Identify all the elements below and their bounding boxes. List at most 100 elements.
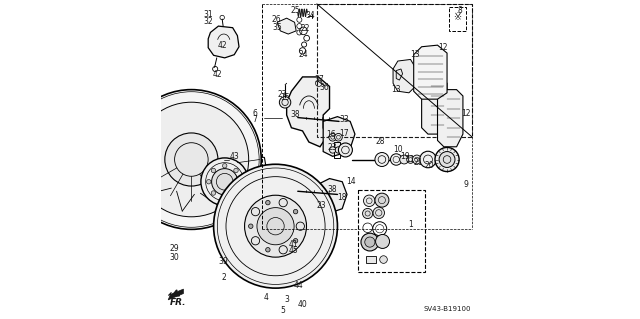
Text: 6: 6 [253, 109, 258, 118]
Circle shape [365, 237, 375, 247]
Text: 16: 16 [326, 130, 335, 138]
Text: 42: 42 [213, 70, 223, 79]
Polygon shape [208, 26, 239, 58]
Text: 33: 33 [339, 115, 349, 124]
Text: 2: 2 [221, 272, 227, 281]
Circle shape [390, 154, 402, 165]
Circle shape [241, 170, 264, 193]
Text: 9: 9 [463, 181, 468, 189]
Polygon shape [393, 59, 415, 93]
Text: SV43-B19100: SV43-B19100 [424, 306, 471, 312]
Circle shape [234, 168, 238, 173]
Text: 45: 45 [288, 247, 298, 256]
Text: 24: 24 [298, 50, 308, 59]
Circle shape [214, 164, 337, 288]
Text: 7: 7 [253, 115, 258, 124]
Circle shape [439, 152, 455, 167]
Circle shape [329, 133, 337, 141]
Circle shape [330, 147, 336, 153]
Circle shape [223, 196, 227, 200]
Text: 3: 3 [284, 295, 289, 304]
Circle shape [211, 191, 216, 195]
Text: 44: 44 [294, 281, 303, 290]
Text: 13: 13 [392, 85, 401, 94]
Text: FR.: FR. [170, 298, 186, 307]
Text: 11: 11 [406, 155, 415, 164]
Polygon shape [317, 179, 347, 212]
Text: 36: 36 [320, 83, 330, 92]
Text: 38: 38 [291, 110, 300, 119]
Circle shape [364, 195, 375, 206]
Polygon shape [277, 18, 296, 34]
Circle shape [122, 90, 261, 229]
Text: 1: 1 [408, 220, 413, 229]
Text: 35: 35 [272, 23, 282, 32]
Circle shape [335, 147, 342, 153]
Text: 23: 23 [328, 143, 337, 152]
Circle shape [211, 168, 216, 173]
Circle shape [339, 143, 353, 157]
Circle shape [380, 256, 387, 263]
Text: 21: 21 [413, 158, 423, 167]
Circle shape [412, 155, 421, 164]
Circle shape [293, 209, 298, 214]
Text: 12: 12 [438, 43, 447, 52]
Text: 10: 10 [393, 145, 403, 154]
Polygon shape [438, 90, 463, 147]
Circle shape [207, 180, 211, 184]
Text: 43: 43 [229, 152, 239, 161]
Circle shape [293, 239, 298, 243]
Text: 19: 19 [401, 152, 410, 161]
Text: 39: 39 [219, 257, 228, 266]
Text: 17: 17 [339, 129, 349, 138]
Circle shape [420, 151, 436, 168]
Circle shape [373, 207, 385, 219]
Bar [333, 142, 340, 158]
Circle shape [406, 156, 414, 163]
Text: ※: ※ [453, 11, 461, 22]
Circle shape [244, 195, 307, 257]
Text: 31: 31 [204, 10, 213, 19]
Circle shape [257, 208, 294, 245]
Text: 41: 41 [288, 240, 298, 249]
Text: 42: 42 [218, 41, 227, 50]
Circle shape [376, 234, 390, 249]
Text: 32: 32 [204, 17, 213, 26]
Circle shape [361, 233, 379, 251]
Polygon shape [396, 69, 403, 80]
Circle shape [362, 208, 372, 219]
Circle shape [165, 133, 218, 186]
Polygon shape [323, 117, 355, 156]
Text: 22: 22 [300, 24, 310, 33]
Text: 12: 12 [461, 109, 471, 118]
Text: 20: 20 [424, 161, 434, 170]
Text: 4: 4 [264, 293, 268, 302]
Text: 23: 23 [317, 201, 326, 210]
Polygon shape [413, 45, 447, 99]
Circle shape [248, 224, 253, 228]
Text: 13: 13 [410, 49, 419, 59]
Circle shape [435, 147, 459, 172]
Text: 30: 30 [169, 253, 179, 262]
Polygon shape [168, 289, 184, 300]
Circle shape [239, 180, 243, 184]
Circle shape [266, 248, 270, 252]
Text: 15: 15 [280, 93, 290, 102]
Text: 18: 18 [337, 193, 347, 202]
Circle shape [375, 152, 389, 167]
Polygon shape [237, 155, 267, 209]
Circle shape [335, 133, 342, 141]
Bar [358, 190, 425, 272]
Text: 29: 29 [169, 244, 179, 253]
Circle shape [212, 169, 238, 195]
Text: 38: 38 [328, 185, 337, 194]
Circle shape [134, 102, 249, 217]
Circle shape [223, 164, 227, 168]
Text: 25: 25 [291, 6, 300, 15]
Text: 34: 34 [305, 11, 316, 20]
Bar [449, 7, 466, 31]
Text: 8: 8 [458, 6, 462, 15]
Circle shape [266, 200, 270, 205]
Bar [366, 256, 376, 263]
Text: 40: 40 [298, 300, 307, 308]
